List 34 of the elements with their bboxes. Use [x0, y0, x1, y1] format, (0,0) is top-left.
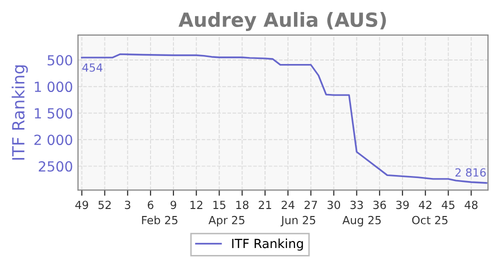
- x-tick-label: 24: [282, 200, 294, 209]
- y-tick-label: 2 000: [34, 134, 72, 146]
- text: Feb 25: [142, 216, 178, 224]
- legend-label: ITF Ranking: [232, 238, 303, 251]
- x-tick-label: 49: [75, 200, 88, 210]
- x-tick-label: 12: [190, 200, 202, 209]
- text: Apr 25: [208, 216, 244, 226]
- x-tick-label: 15: [213, 200, 226, 210]
- line-series: [80, 53, 488, 184]
- text: Oct 25: [412, 216, 448, 224]
- x-tick-label: 33: [350, 200, 363, 210]
- x-tick-label: 9: [170, 200, 176, 210]
- x-tick-label: 45: [442, 200, 454, 210]
- x-tick-label: 27: [304, 200, 317, 209]
- x-tick-label: 6: [148, 200, 154, 210]
- y-tick-label: 2500: [38, 161, 72, 172]
- y-tick-label: 1 500: [34, 108, 72, 119]
- x-tick-label: 42: [418, 200, 432, 209]
- x-tick-label: 39: [396, 200, 409, 210]
- x-tick-label: 18: [236, 200, 248, 210]
- x-tick-label: 36: [373, 200, 386, 210]
- x-tick-label: 21: [258, 200, 272, 209]
- chart-title: Audrey Aulia (AUS): [178, 12, 386, 31]
- x-tick-label: 3: [124, 200, 130, 210]
- annotation: 454: [82, 64, 102, 72]
- y-axis-title: ITF Ranking: [12, 65, 28, 160]
- x-tick-label: 30: [328, 200, 340, 210]
- y-tick-label: 500: [48, 55, 72, 66]
- text: Aug 25: [342, 216, 381, 226]
- x-tick-label: 48: [464, 200, 478, 210]
- annotation: 2 816: [455, 168, 486, 177]
- x-tick-label: 52: [98, 200, 111, 210]
- y-tick-label: 1 000: [34, 82, 72, 92]
- text: Jun 25: [280, 216, 316, 226]
